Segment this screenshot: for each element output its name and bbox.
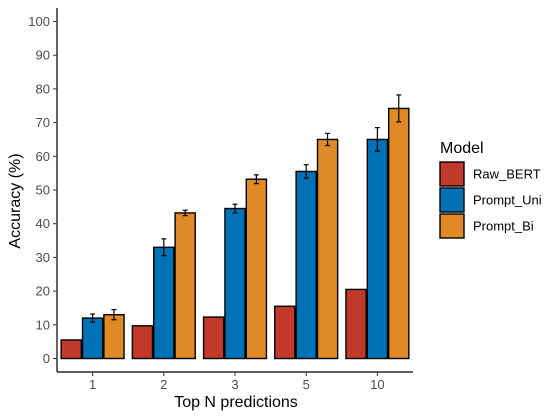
legend-label: Prompt_Uni [473,193,542,208]
legend-items: Raw_BERT Prompt_Uni Prompt_Bi [439,161,542,239]
legend-swatch [439,187,465,213]
bar-prompt-bi [316,138,339,360]
bar-prompt-uni [295,170,317,360]
bar-raw-bert [60,339,83,360]
y-tick-label: 60 [36,149,50,164]
legend-title: Model [440,140,484,157]
y-axis-title: Accuracy (%) [7,153,24,248]
legend-swatch [439,161,465,187]
error-bar [396,94,402,123]
error-bar [374,127,380,152]
y-tick-label: 40 [36,216,50,231]
bar-prompt-uni [153,246,175,360]
x-tick-label: 10 [370,377,384,392]
error-bar [325,132,331,147]
bar-prompt-bi [245,178,268,360]
error-bar [161,238,167,257]
x-tick-label: 2 [160,377,167,392]
legend-label: Prompt_Bi [473,219,534,234]
bar-prompt-bi [174,212,196,360]
error-bars-layer [90,94,402,323]
bar-prompt-bi [387,107,410,360]
y-tick-label: 90 [36,48,50,63]
legend: Model Raw_BERT Prompt_Uni Prompt_Bi [439,140,542,239]
y-axis-ticks: 0 10 20 30 40 50 60 70 80 90 100 [28,14,57,366]
error-bar [111,309,117,321]
y-tick-label: 10 [36,317,50,332]
error-bar [253,174,259,185]
error-bar [232,203,238,214]
bar-raw-bert [345,288,367,360]
y-tick-label: 50 [36,183,50,198]
bar-prompt-uni [224,207,246,360]
legend-item: Raw_BERT [439,161,541,187]
y-tick-label: 100 [28,14,50,29]
bar-raw-bert [131,325,154,360]
x-tick-label: 3 [231,377,238,392]
y-tick-label: 30 [36,250,50,265]
error-bar [90,313,96,323]
error-bar [303,164,309,179]
bar-prompt-uni [366,138,389,360]
x-tick-label: 5 [303,377,310,392]
y-tick-label: 0 [43,351,50,366]
x-axis-ticks: 1 2 3 5 10 [89,372,385,392]
error-bar [182,209,188,217]
bar-prompt-bi [103,314,125,360]
y-tick-label: 70 [36,115,50,130]
x-axis-title: Top N predictions [174,394,298,411]
bar-raw-bert [202,316,225,360]
x-tick-label: 1 [89,377,96,392]
legend-item: Prompt_Bi [439,213,534,239]
y-tick-label: 20 [36,284,50,299]
legend-item: Prompt_Uni [439,187,542,213]
bars-layer [60,107,410,360]
y-tick-label: 80 [36,81,50,96]
bar-prompt-uni [81,317,104,360]
legend-label: Raw_BERT [473,167,541,182]
legend-swatch [439,213,465,239]
bar-raw-bert [274,305,296,360]
